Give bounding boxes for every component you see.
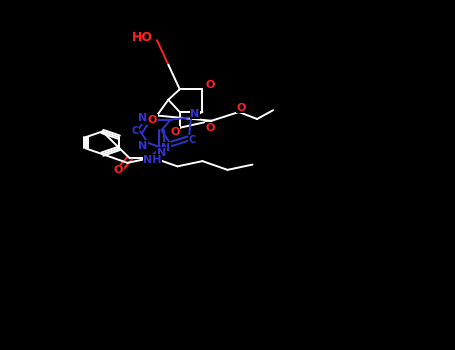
Text: O: O — [237, 103, 246, 113]
Text: C: C — [131, 126, 138, 136]
Text: N: N — [157, 148, 166, 158]
Text: HO: HO — [131, 31, 152, 44]
Text: C: C — [189, 135, 196, 145]
Text: NH: NH — [143, 155, 162, 165]
Text: N: N — [190, 109, 199, 119]
Text: O: O — [171, 127, 180, 137]
Text: O: O — [206, 123, 215, 133]
Text: N: N — [138, 141, 147, 150]
Text: N: N — [138, 113, 147, 123]
Text: O: O — [148, 115, 157, 125]
Text: O: O — [114, 166, 123, 175]
Text: O: O — [206, 80, 215, 90]
Text: N: N — [162, 143, 171, 153]
